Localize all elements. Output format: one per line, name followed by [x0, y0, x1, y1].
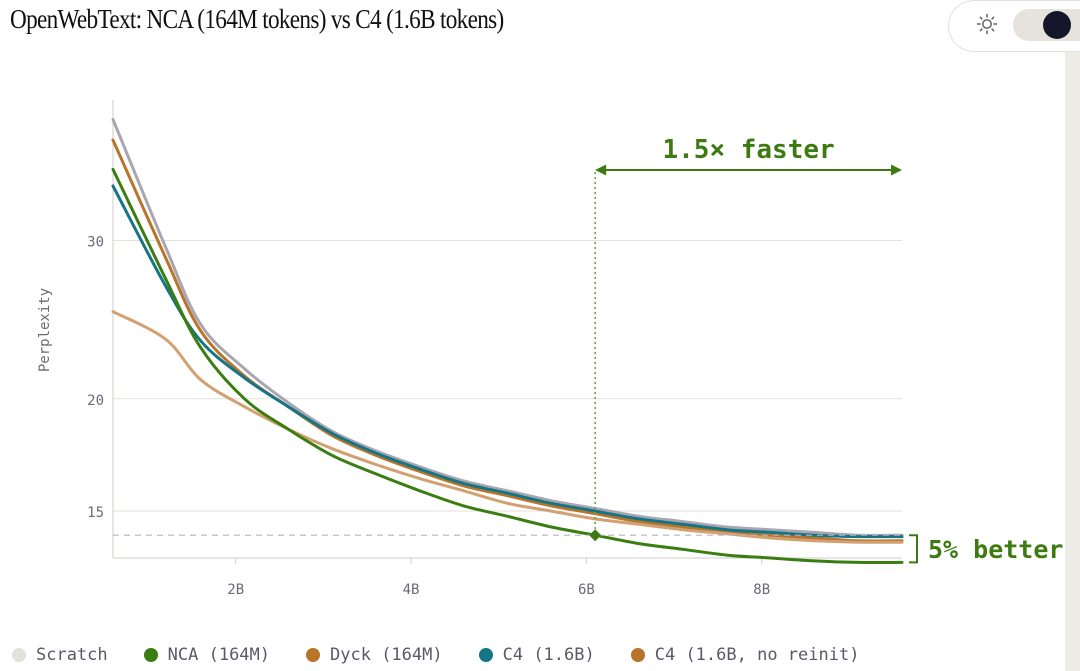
legend-swatch — [306, 648, 321, 662]
series-line-scratch — [111, 118, 904, 537]
theme-switch-knob[interactable] — [1043, 11, 1071, 39]
legend-label: C4 (1.6B, no reinit) — [654, 645, 860, 665]
y-axis-label: Perplexity — [37, 288, 53, 372]
page-title: OpenWebText: NCA (164M tokens) vs C4 (1.… — [10, 4, 504, 34]
crossover-marker — [589, 529, 602, 542]
sun-icon[interactable] — [976, 13, 998, 35]
x-tick-label: 2B — [227, 582, 244, 598]
y-tick-label: 30 — [87, 235, 104, 251]
legend-label: Dyck (164M) — [330, 645, 443, 665]
x-tick-label: 4B — [403, 582, 420, 598]
legend-swatch — [630, 648, 645, 662]
y-tick-label: 20 — [87, 393, 104, 409]
legend-label: C4 (1.6B) — [502, 645, 595, 665]
legend-item[interactable]: Dyck (164M) — [306, 645, 443, 665]
chart-legend: Scratch NCA (164M) Dyck (164M) C4 (1.6B) C4 … — [12, 644, 895, 666]
improvement-bracket — [909, 534, 918, 564]
legend-swatch — [12, 648, 26, 662]
improvement-label: 5% better — [928, 535, 1063, 564]
legend-swatch — [478, 648, 493, 662]
grid-layer — [113, 240, 902, 512]
speedup-arrow-head-left — [595, 164, 607, 176]
legend-item[interactable]: Scratch — [12, 645, 108, 665]
x-tick-label: 8B — [753, 582, 770, 598]
y-tick-label: 15 — [87, 505, 104, 521]
series-layer — [111, 118, 904, 565]
annotation-layer: 1.5× faster 5% better — [113, 135, 1063, 564]
legend-label: NCA (164M) — [167, 645, 271, 665]
speedup-arrow-head-right — [891, 164, 902, 176]
scrollbar[interactable] — [1065, 52, 1080, 671]
legend-label: Scratch — [36, 645, 108, 665]
series-line-c4-1-6b-no-reinit — [111, 310, 904, 544]
speedup-label: 1.5× faster — [662, 135, 834, 165]
series-line-c4-1-6b — [111, 184, 904, 539]
series-line-nca-164m — [111, 167, 904, 565]
legend-item[interactable]: NCA (164M) — [143, 645, 271, 665]
axis-layer: 15 20 30 2B 4B 6B 8B Perplexity — [37, 100, 902, 598]
x-tick-label: 6B — [578, 582, 595, 598]
legend-swatch — [143, 648, 158, 662]
series-line-dyck-164m — [111, 138, 904, 543]
legend-item[interactable]: C4 (1.6B, no reinit) — [630, 645, 860, 665]
legend-item[interactable]: C4 (1.6B) — [478, 645, 595, 665]
